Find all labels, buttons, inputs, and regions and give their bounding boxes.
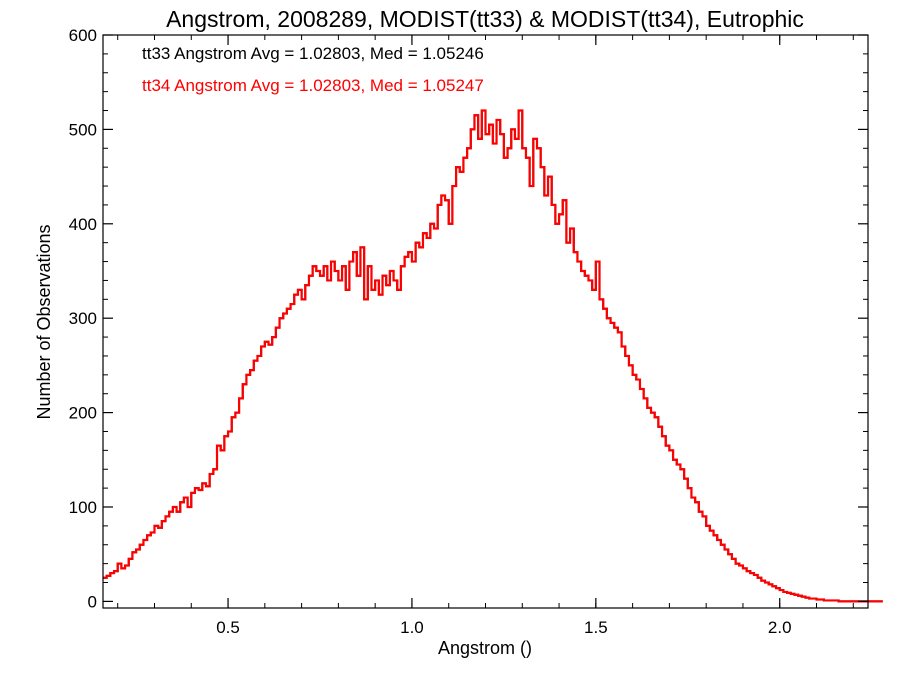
x-tick-label: 1.5: [584, 618, 608, 637]
y-tick-label: 200: [69, 404, 97, 423]
chart-title: Angstrom, 2008289, MODIST(tt33) & MODIST…: [166, 6, 804, 32]
legend-tt33-stats: tt33 Angstrom Avg = 1.02803, Med = 1.052…: [142, 44, 484, 63]
y-tick-label: 400: [69, 215, 97, 234]
series-line-tt34: [103, 109, 883, 603]
x-tick-label: 1.0: [400, 618, 424, 637]
y-axis-label: Number of Observations: [34, 224, 54, 419]
x-tick-label: 0.5: [216, 618, 240, 637]
y-axis: 0 100 200 300 400 500 600: [69, 26, 868, 611]
x-axis-label: Angstrom (): [438, 638, 532, 658]
legend-tt34-stats: tt34 Angstrom Avg = 1.02803, Med = 1.052…: [142, 76, 484, 95]
x-tick-label: 2.0: [768, 618, 792, 637]
plot-area: [103, 109, 883, 603]
y-tick-label: 600: [69, 26, 97, 45]
y-tick-label: 500: [69, 120, 97, 139]
y-tick-label: 0: [88, 592, 97, 611]
series-line-tt33: [103, 109, 883, 603]
y-tick-label: 100: [69, 498, 97, 517]
y-tick-label: 300: [69, 309, 97, 328]
x-axis: 0.5 1.0 1.5 2.0: [117, 35, 854, 637]
